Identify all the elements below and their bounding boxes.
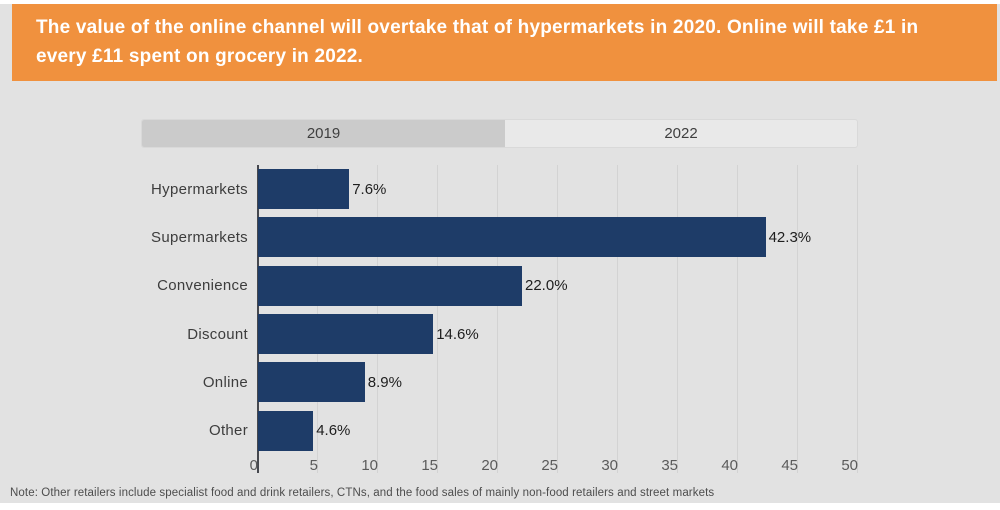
- x-tick-label: 25: [541, 457, 558, 474]
- x-tick-label: 15: [421, 457, 438, 474]
- bar-online: [258, 362, 365, 403]
- bar-hypermarkets: [258, 169, 350, 210]
- value-label: 42.3%: [768, 228, 812, 246]
- year-tab-2019-label: 2019: [306, 125, 341, 142]
- year-slider[interactable]: 2019 2022: [141, 119, 858, 148]
- category-label: Convenience: [157, 277, 248, 295]
- gridline: [857, 165, 858, 473]
- category-label: Other: [208, 422, 248, 440]
- category-label: Hypermarkets: [151, 180, 248, 198]
- value-label: 22.0%: [525, 277, 568, 295]
- bar-other: [258, 410, 314, 451]
- value-label: 4.6%: [316, 422, 351, 440]
- bar-row: 22.0%: [258, 262, 858, 310]
- gridline: [557, 165, 558, 473]
- x-tick-label: 40: [721, 457, 738, 474]
- value-label: 14.6%: [436, 325, 479, 343]
- year-tab-2022-label: 2022: [664, 125, 698, 142]
- x-tick-label: 0: [249, 457, 258, 474]
- headline-banner: The value of the online channel will ove…: [12, 4, 997, 81]
- gridline: [797, 165, 798, 473]
- value-label: 7.6%: [352, 180, 387, 198]
- headline-text: The value of the online channel will ove…: [36, 17, 919, 67]
- bars-container: 7.6% 42.3% 22.0% 14.6% 8.9% 4.6%: [258, 165, 858, 455]
- x-tick-label: 30: [601, 457, 618, 474]
- bar-convenience: [258, 265, 522, 306]
- bar-supermarkets: [258, 217, 766, 258]
- category-label: Online: [202, 373, 248, 391]
- gridline: [497, 165, 498, 473]
- bar-row: 7.6%: [258, 165, 858, 213]
- x-tick-label: 5: [309, 457, 318, 474]
- category-axis: Hypermarkets Supermarkets Convenience Disco…: [0, 165, 248, 455]
- gridline: [617, 165, 618, 473]
- gridline: [737, 165, 738, 473]
- x-tick-label: 35: [661, 457, 678, 474]
- footnote: Note: Other retailers include specialist…: [10, 487, 715, 499]
- bar-discount: [258, 314, 434, 355]
- x-tick-label: 50: [841, 457, 858, 474]
- x-tick-label: 10: [361, 457, 378, 474]
- value-label: 8.9%: [367, 373, 402, 391]
- category-label: Discount: [187, 325, 248, 343]
- gridline: [437, 165, 438, 473]
- bar-row: 42.3%: [258, 213, 858, 261]
- x-tick-label: 20: [481, 457, 498, 474]
- year-tab-2022[interactable]: 2022: [505, 120, 857, 147]
- plot-area: 0 5 10 15 20 25 30 35 40 45 50 7.6% 42.3% 22.0% 14.6% 8…: [250, 165, 858, 474]
- category-label: Supermarkets: [151, 228, 248, 246]
- bar-row: 8.9%: [258, 358, 858, 406]
- x-tick-label: 45: [781, 457, 798, 474]
- year-tab-2019[interactable]: 2019: [142, 120, 505, 147]
- gridline: [677, 165, 678, 473]
- bar-row: 14.6%: [258, 310, 858, 358]
- bar-row: 4.6%: [258, 407, 858, 455]
